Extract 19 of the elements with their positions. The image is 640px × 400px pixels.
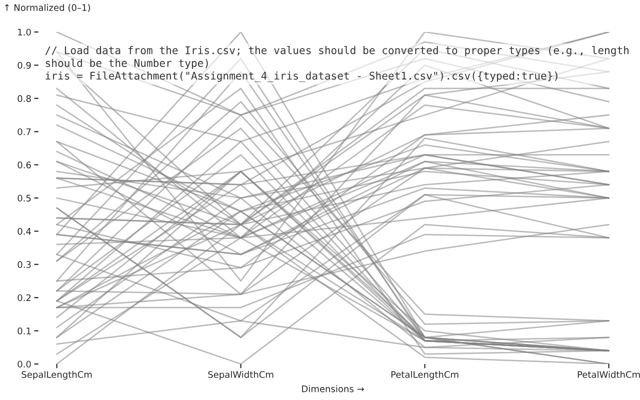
y-tick-label: 0.5 bbox=[18, 194, 31, 202]
x-tick-label: PetalWidthCm bbox=[578, 370, 640, 378]
y-tick-label: 0.9 bbox=[18, 62, 31, 69]
y-tick-label: 0.6 bbox=[18, 162, 31, 168]
y-tick-label: 0.2 bbox=[18, 294, 31, 302]
y-tick-label: 0.4 bbox=[18, 228, 31, 235]
x-axis-title: Dimensions → bbox=[302, 385, 364, 392]
y-tick-label: 1.0 bbox=[18, 28, 31, 36]
y-tick-label: 0.1 bbox=[18, 328, 31, 334]
x-tick-label: SepalLengthCm bbox=[22, 370, 92, 380]
annotation: // Load data from the Iris.csv; the values should be converted to proper types (e.g., length should be the Number type) bbox=[45, 46, 629, 70]
y-tick-label: 0.3 bbox=[18, 261, 31, 268]
y-tick-label: 0.8 bbox=[18, 95, 31, 102]
x-tick-label: PetalLengthCm bbox=[391, 370, 458, 380]
y-axis-title: ↑ Normalized (0–1) bbox=[5, 4, 90, 12]
x-tick-label: SepalWidthCm bbox=[208, 370, 274, 380]
y-tick-label: 0.7 bbox=[18, 128, 31, 136]
annotation: iris = FileAttachment("Assignment_4_iris_dataset - Sheet1.csv").csv({typed:true}) bbox=[46, 71, 558, 82]
y-tick-label: 0.0 bbox=[18, 360, 31, 368]
